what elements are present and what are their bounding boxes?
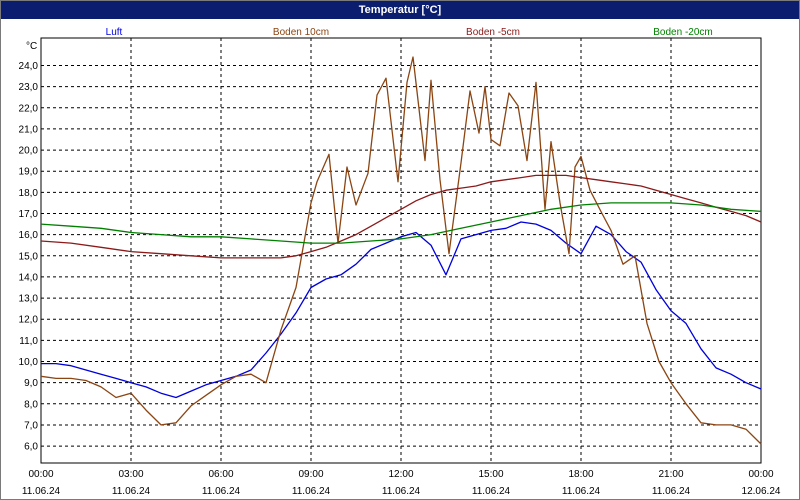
chart-title: Temperatur [°C] — [1, 1, 799, 19]
y-tick-label: 18,0 — [19, 188, 39, 199]
y-tick-label: 15,0 — [19, 251, 39, 262]
legend-entry: Boden 10cm — [273, 27, 329, 38]
x-tick-time: 15:00 — [478, 469, 503, 480]
y-tick-label: 21,0 — [19, 124, 39, 135]
series-layer — [40, 56, 762, 445]
x-tick-time: 21:00 — [658, 469, 683, 480]
y-tick-label: 23,0 — [19, 82, 39, 93]
x-tick-date: 11.06.24 — [292, 486, 331, 497]
y-tick-label: 11,0 — [19, 336, 38, 347]
x-tick-date: 11.06.24 — [652, 486, 691, 497]
x-tick-time: 12:00 — [388, 469, 413, 480]
y-tick-label: 17,0 — [19, 209, 39, 220]
plot-frame — [40, 37, 762, 464]
x-tick-date: 11.06.24 — [382, 486, 421, 497]
x-tick-time: 00:00 — [748, 469, 773, 480]
y-tick-label: 16,0 — [19, 230, 39, 241]
legend-entry: Luft — [106, 27, 123, 38]
y-tick-label: 22,0 — [19, 103, 39, 114]
x-tick-date: 11.06.24 — [472, 486, 511, 497]
series-line — [40, 56, 762, 445]
x-tick-date: 11.06.24 — [112, 486, 151, 497]
y-tick-label: 12,0 — [19, 315, 39, 326]
x-tick-date: 11.06.24 — [22, 486, 61, 497]
legend: Luft Boden 10cm Boden -5cm Boden -20cm — [106, 27, 713, 38]
x-tick-time: 18:00 — [568, 469, 593, 480]
x-tick-date: 11.06.24 — [562, 486, 601, 497]
y-tick-label: 9,0 — [24, 378, 38, 389]
y-tick-label: 7,0 — [24, 420, 38, 431]
axes: 6,0 7,0 8,0 9,0 10,0 11,0 12,0 13,0 14,0 15,0 16,0… — [19, 37, 781, 497]
y-tick-label: 13,0 — [19, 294, 39, 305]
grid-lines — [41, 38, 761, 463]
x-tick-date: 12.06.24 — [742, 486, 781, 497]
legend-entry: Boden -20cm — [653, 27, 712, 38]
y-tick-label: 6,0 — [24, 442, 38, 453]
y-tick-label: 24,0 — [19, 61, 39, 72]
series-line — [41, 221, 762, 399]
legend-entry: Boden -5cm — [466, 27, 520, 38]
y-tick-label: 19,0 — [19, 167, 39, 178]
x-tick-time: 06:00 — [208, 469, 233, 480]
y-tick-label: 10,0 — [19, 357, 39, 368]
series-line — [40, 202, 762, 244]
y-axis-unit: °C — [26, 41, 37, 52]
y-tick-label: 8,0 — [24, 399, 38, 410]
series-line — [40, 174, 762, 259]
x-tick-time: 09:00 — [298, 469, 323, 480]
x-tick-date: 11.06.24 — [202, 486, 241, 497]
x-tick-time: 03:00 — [118, 469, 143, 480]
x-tick-time: 00:00 — [28, 469, 53, 480]
y-tick-label: 20,0 — [19, 146, 39, 157]
y-tick-label: 14,0 — [19, 272, 39, 283]
